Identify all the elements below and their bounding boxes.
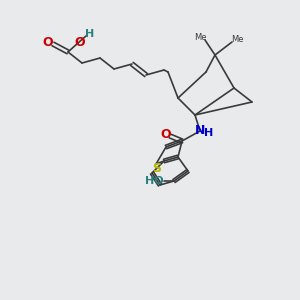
Text: H: H: [85, 29, 94, 39]
Text: O: O: [161, 128, 171, 142]
Text: Me: Me: [231, 34, 243, 43]
Text: O: O: [75, 35, 85, 49]
Text: Me: Me: [194, 32, 206, 41]
Text: H: H: [204, 128, 214, 138]
Text: S: S: [152, 161, 161, 175]
Text: O: O: [43, 37, 53, 50]
Text: N: N: [195, 124, 205, 137]
Text: HO: HO: [145, 176, 163, 186]
